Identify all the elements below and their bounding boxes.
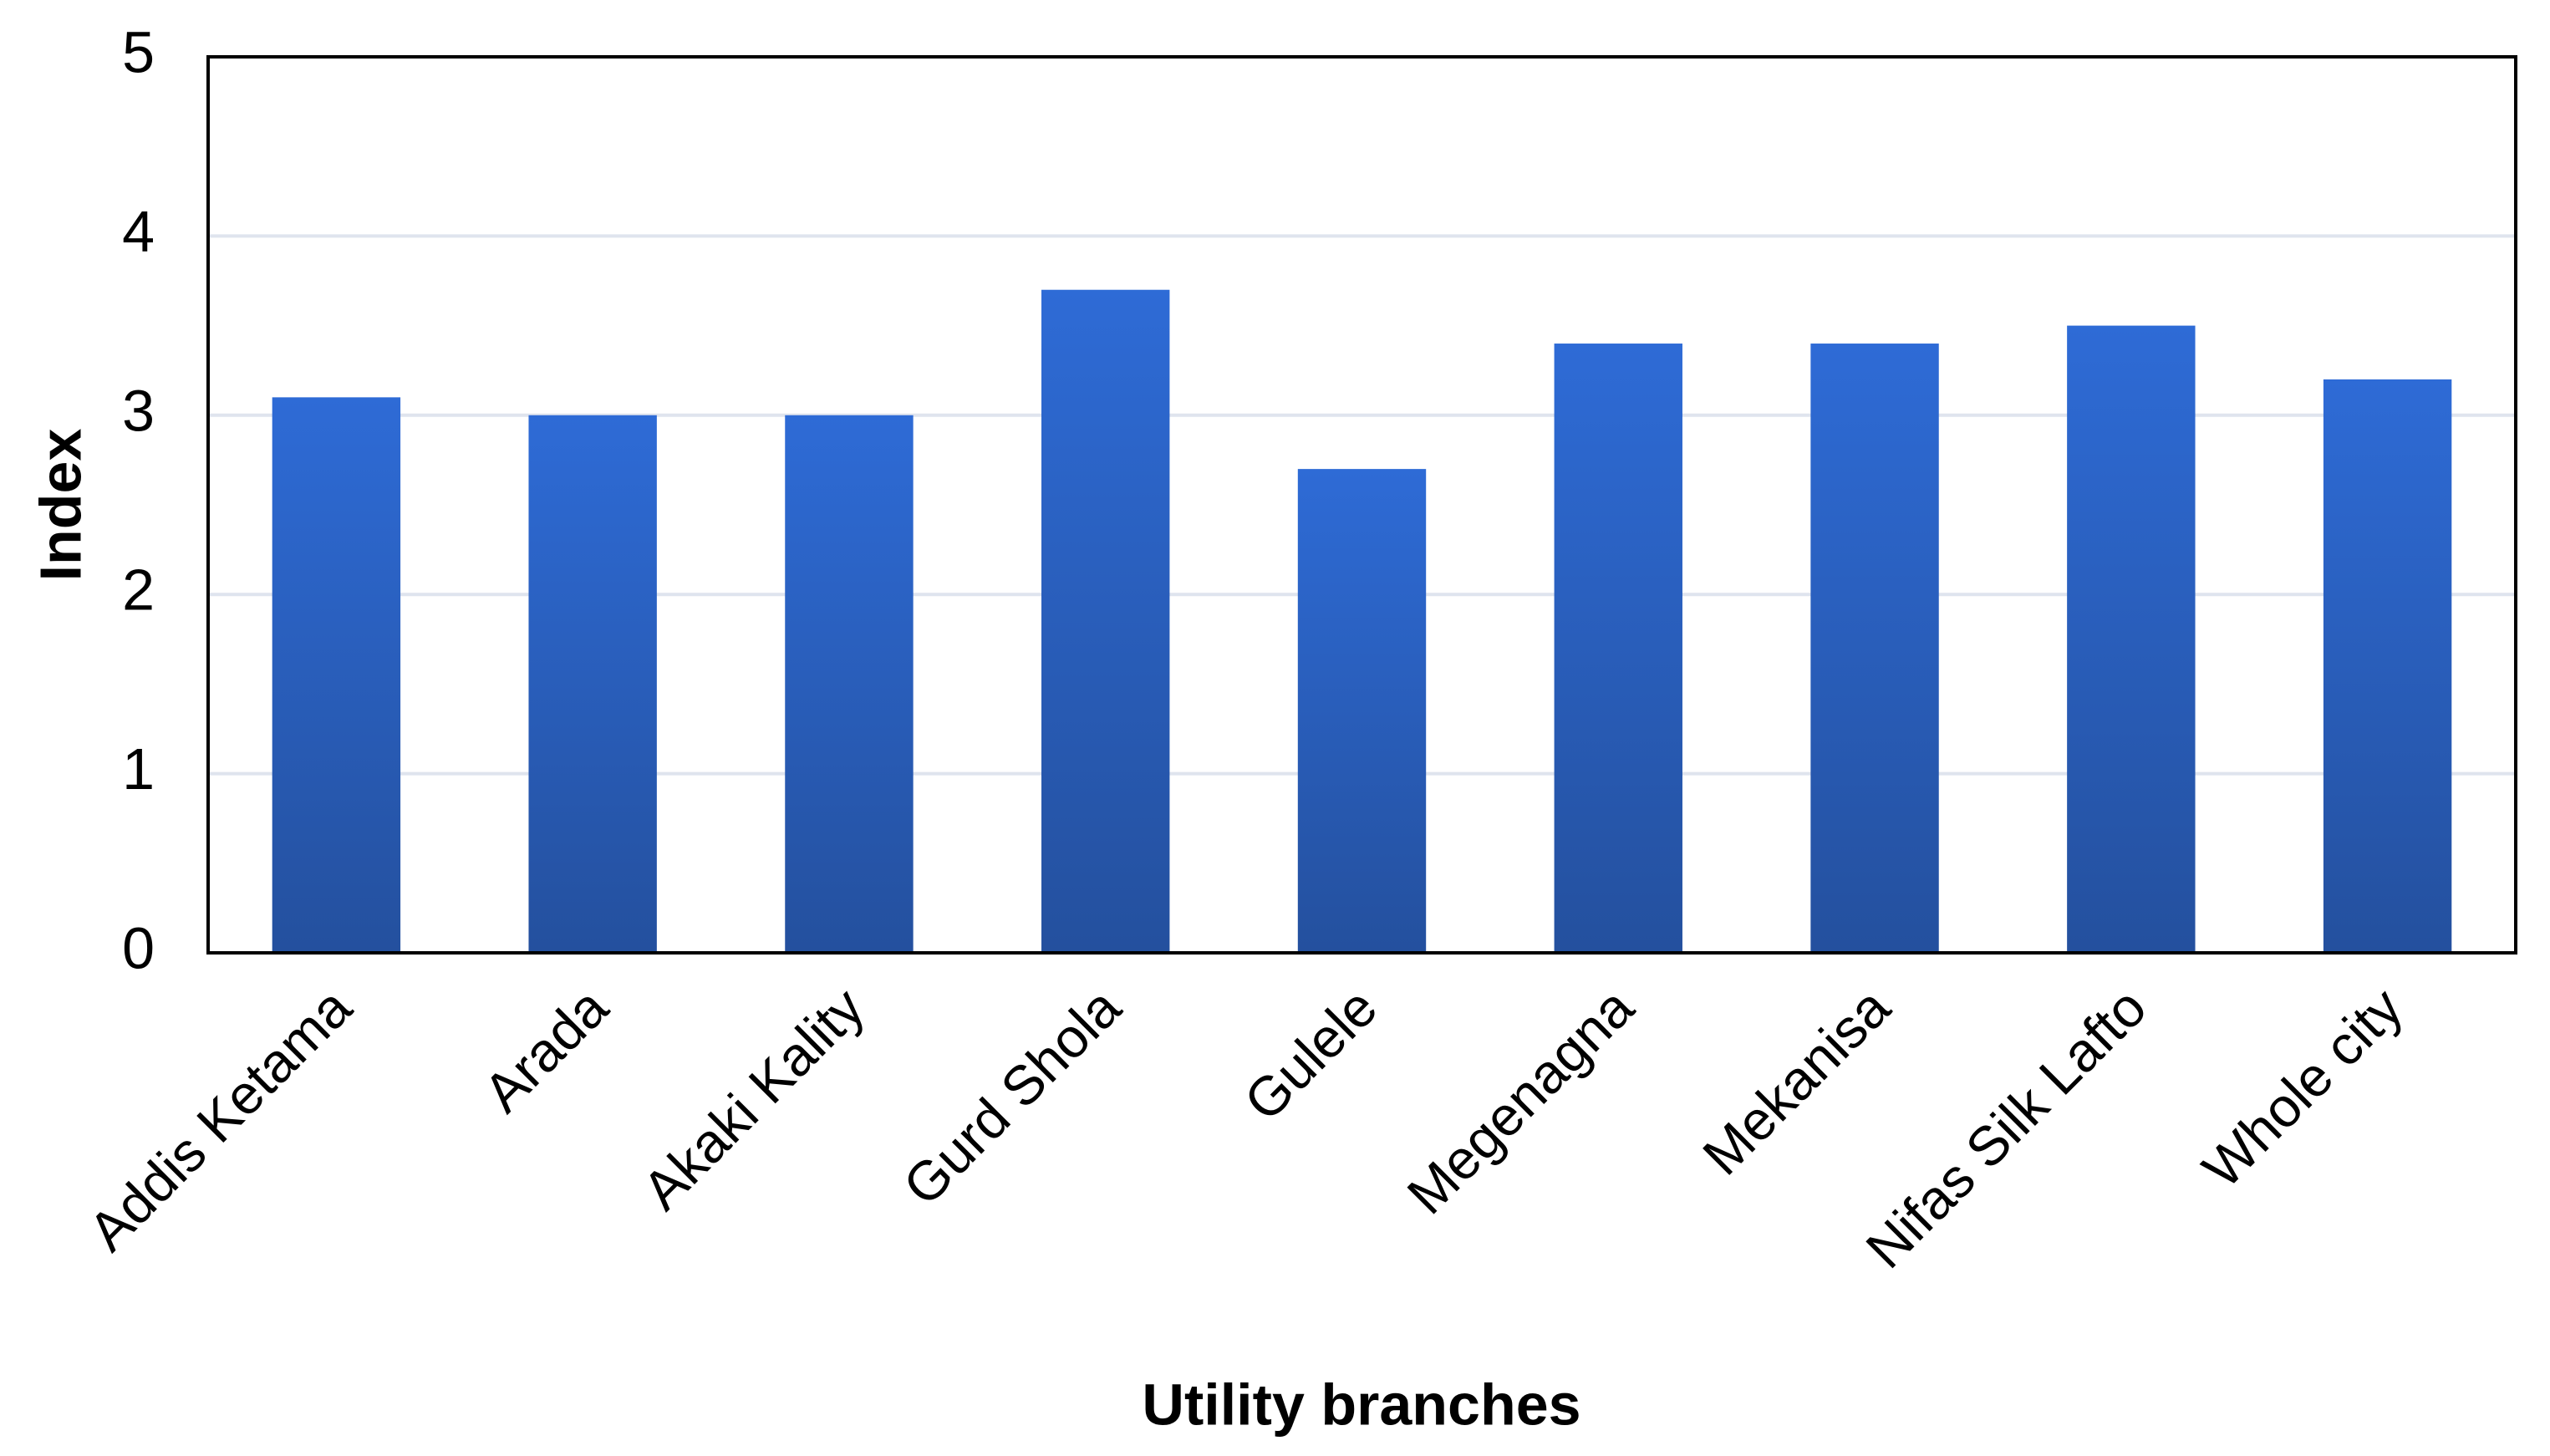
bar — [1810, 344, 1939, 953]
x-tick-label: Whole city — [2191, 976, 2415, 1200]
x-tick-label: Megenagna — [1395, 975, 1645, 1225]
bar — [2067, 325, 2196, 954]
bar — [1554, 344, 1682, 953]
bars — [272, 289, 2452, 954]
x-axis-title: Utility branches — [1142, 1372, 1580, 1437]
y-tick-label: 5 — [122, 19, 155, 84]
plot-frame — [206, 55, 2517, 955]
bar — [1297, 469, 1427, 953]
x-tick-label: Mekanisa — [1691, 975, 1901, 1186]
bar — [528, 415, 657, 953]
x-tick-label: Addis Ketama — [76, 975, 363, 1262]
y-tick-label: 0 — [122, 915, 155, 980]
bar — [1041, 289, 1170, 954]
labels: 0 1 2 3 4 5 Addis Ketama Arada Akaki Kality Gurd … — [76, 19, 2414, 1280]
y-tick-label: 2 — [122, 557, 155, 623]
bar — [785, 415, 914, 953]
x-tick-label: Gulele — [1232, 976, 1388, 1133]
y-tick-label: 1 — [122, 736, 155, 802]
x-tick-label: Arada — [471, 975, 619, 1123]
x-tick-label: Gurd Shola — [891, 975, 1132, 1217]
y-tick-label: 4 — [122, 199, 155, 264]
y-axis-title: Index — [28, 429, 93, 582]
y-tick-label: 3 — [122, 378, 155, 443]
bar — [272, 397, 401, 953]
x-tick-label: Akaki Kality — [630, 976, 876, 1222]
bar — [2323, 379, 2452, 953]
